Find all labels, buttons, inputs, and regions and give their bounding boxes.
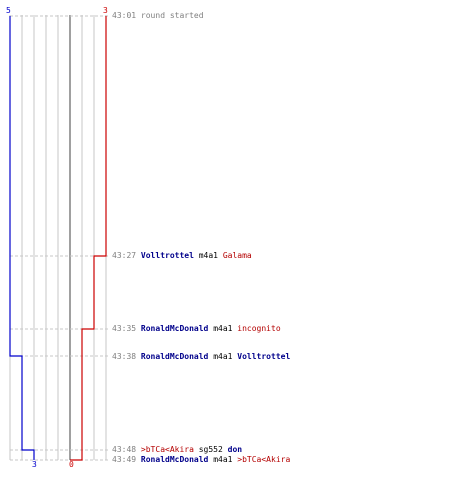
event-time: 43:49 <box>112 455 137 464</box>
blue-team-line <box>9 16 35 460</box>
weapon-name: sg552 <box>198 445 223 454</box>
killer-name: >bTCa<Akira <box>140 445 194 454</box>
victim-name: Volltrottel <box>237 352 291 361</box>
red-start-count: 3 <box>103 6 108 15</box>
event-message: round started <box>140 11 204 20</box>
victim-name: incognito <box>237 324 281 333</box>
event-row: 43:38 RonaldMcDonald m4a1 Volltrottel <box>112 351 290 363</box>
event-row: 43:48 >bTCa<Akira sg552 don <box>112 444 242 456</box>
event-row: 43:49 RonaldMcDonald m4a1 >bTCa<Akira <box>112 454 290 466</box>
event-row: 43:27 Volltrottel m4a1 Galama <box>112 250 252 262</box>
blue-end-count: 3 <box>32 460 37 469</box>
weapon-name: m4a1 <box>213 352 233 361</box>
weapon-name: m4a1 <box>213 324 233 333</box>
killer-name: RonaldMcDonald <box>140 324 209 333</box>
killer-name: RonaldMcDonald <box>140 352 209 361</box>
weapon-name: m4a1 <box>213 455 233 464</box>
red-end-count: 0 <box>69 460 74 469</box>
victim-name: >bTCa<Akira <box>237 455 291 464</box>
event-time: 43:01 <box>112 11 137 20</box>
weapon-name: m4a1 <box>198 251 218 260</box>
event-time: 43:38 <box>112 352 137 361</box>
red-team-line <box>70 16 107 461</box>
killer-name: RonaldMcDonald <box>140 455 209 464</box>
chart-grid <box>9 15 107 460</box>
event-time: 43:35 <box>112 324 137 333</box>
victim-name: Galama <box>222 251 252 260</box>
killer-name: Volltrottel <box>140 251 194 260</box>
event-row: 43:35 RonaldMcDonald m4a1 incognito <box>112 323 281 335</box>
victim-name: don <box>227 445 243 454</box>
event-lines <box>10 15 108 461</box>
blue-start-count: 5 <box>6 6 11 15</box>
event-time: 43:48 <box>112 445 137 454</box>
event-row: 43:01 round started <box>112 10 204 22</box>
event-time: 43:27 <box>112 251 137 260</box>
